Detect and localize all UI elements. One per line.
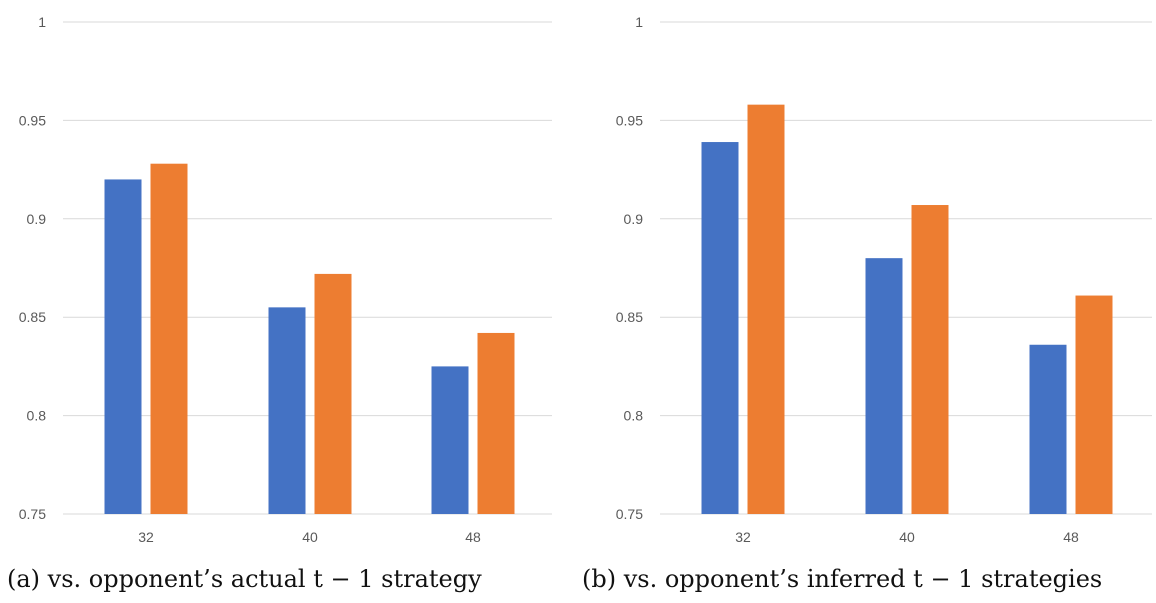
chart-caption: (b) vs. opponent’s inferred t − 1 strate… <box>582 565 1102 593</box>
y-tick-label: 0.85 <box>616 309 643 325</box>
y-tick-label: 1 <box>38 14 46 30</box>
y-tick-label: 0.9 <box>27 211 47 227</box>
y-tick-label: 0.8 <box>624 408 644 424</box>
x-tick-label: 48 <box>465 529 481 545</box>
chart-a: 0.75 0.8 0.85 0.9 0.95 1 32 40 48 (a) vs. opponen… <box>7 14 552 593</box>
bar-series-1 <box>1029 344 1067 514</box>
bar-series-2 <box>911 205 949 515</box>
x-tick-label: 40 <box>899 529 915 545</box>
y-tick-label: 0.8 <box>27 408 47 424</box>
y-tick-label: 0.95 <box>19 112 46 128</box>
bar-series-1 <box>431 366 469 514</box>
bar-series-1 <box>268 307 306 514</box>
bar-series-1 <box>701 142 739 514</box>
x-tick-label: 40 <box>302 529 318 545</box>
bar-series-1 <box>104 179 142 514</box>
y-tick-label: 0.75 <box>19 506 46 522</box>
y-tick-label: 0.9 <box>624 211 644 227</box>
y-tick-label: 0.85 <box>19 309 46 325</box>
x-tick-label: 32 <box>138 529 154 545</box>
bar-series-2 <box>747 104 785 514</box>
y-tick-label: 0.95 <box>616 112 643 128</box>
chart-caption: (a) vs. opponent’s actual t − 1 strategy <box>7 565 482 593</box>
y-tick-label: 1 <box>635 14 643 30</box>
x-tick-label: 32 <box>735 529 751 545</box>
x-tick-label: 48 <box>1063 529 1079 545</box>
y-tick-label: 0.75 <box>616 506 643 522</box>
bar-series-2 <box>477 332 515 514</box>
bar-series-2 <box>1075 295 1113 514</box>
chart-b: 0.75 0.8 0.85 0.9 0.95 1 32 40 48 (b) vs. opponen… <box>582 14 1152 593</box>
bar-series-2 <box>150 163 188 515</box>
bar-series-1 <box>865 258 903 514</box>
bar-series-2 <box>314 273 352 514</box>
